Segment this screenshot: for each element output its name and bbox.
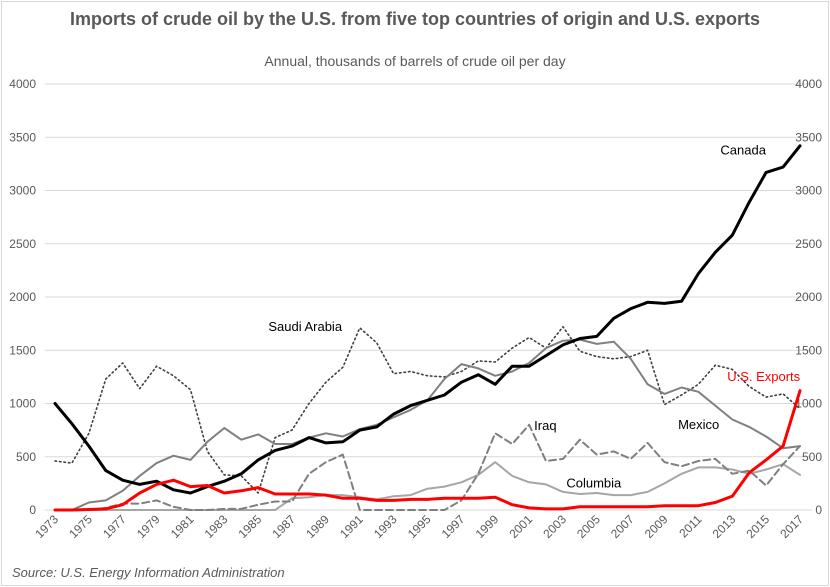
series-label-iraq: Iraq	[534, 418, 556, 433]
series-lines	[53, 144, 802, 512]
y-axis-right: 0 500 1000 1500 2000 2500 3000 3500 4000	[795, 77, 822, 517]
series-label-u-s-exports: U.S. Exports	[727, 369, 800, 384]
y-tick-label-right: 2500	[795, 237, 822, 251]
y-tick-label-right: 0	[815, 503, 822, 517]
series-line-columbia	[54, 461, 801, 511]
y-tick-label-left: 3000	[9, 184, 36, 198]
series-label-saudi-arabia: Saudi Arabia	[268, 319, 342, 334]
y-tick-label-right: 1500	[795, 343, 822, 357]
x-tick-label: 1991	[337, 512, 366, 541]
series-label-canada: Canada	[720, 142, 766, 157]
y-tick-label-right: 3500	[795, 130, 822, 144]
x-tick-label: 2001	[506, 512, 535, 541]
x-tick-label: 1989	[303, 512, 332, 541]
x-tick-label: 1987	[269, 512, 298, 541]
x-tick-label: 2017	[777, 512, 806, 541]
x-tick-label: 1981	[168, 512, 197, 541]
y-tick-label-right: 2000	[795, 290, 822, 304]
y-tick-label-right: 1000	[795, 397, 822, 411]
x-tick-label: 2009	[642, 512, 671, 541]
y-tick-label-right: 500	[802, 450, 822, 464]
series-line-u-s-exports	[53, 389, 802, 512]
y-axis-left: 0 500 1000 1500 2000 2500 3000 3500 4000	[9, 77, 36, 517]
series-label-mexico: Mexico	[678, 417, 719, 432]
y-tick-label-right: 4000	[795, 77, 822, 91]
y-tick-label-left: 2000	[9, 290, 36, 304]
series-line-canada	[53, 144, 802, 495]
x-tick-label: 2007	[608, 512, 637, 541]
y-tick-label-left: 3500	[9, 130, 36, 144]
x-tick-label: 1979	[134, 512, 163, 541]
x-tick-label: 1983	[202, 512, 231, 541]
y-tick-label-right: 3000	[795, 184, 822, 198]
y-tick-label-left: 2500	[9, 237, 36, 251]
y-tick-label-left: 1500	[9, 343, 36, 357]
chart-subtitle: Annual, thousands of barrels of crude oi…	[264, 53, 566, 69]
x-tick-label: 1975	[66, 512, 95, 541]
y-tick-label-left: 0	[29, 503, 36, 517]
x-axis: 1973 1975 1977 1979 1981 1983 1985 1987 1989 1991…	[32, 512, 806, 541]
y-tick-label-left: 500	[16, 450, 36, 464]
series-label-columbia: Columbia	[566, 476, 622, 491]
series-line-iraq	[54, 423, 801, 511]
y-tick-label-left: 1000	[9, 397, 36, 411]
x-tick-label: 1995	[405, 512, 434, 541]
x-tick-label: 1973	[32, 512, 61, 541]
x-tick-label: 2005	[574, 512, 603, 541]
series-line-saudi-arabia	[54, 325, 801, 494]
y-tick-label-left: 4000	[9, 77, 36, 91]
x-tick-label: 1993	[371, 512, 400, 541]
x-tick-label: 1997	[439, 512, 468, 541]
series-labels: Canada Mexico Saudi Arabia Iraq Columbia U.S.…	[268, 142, 800, 490]
x-tick-label: 1977	[100, 512, 129, 541]
x-tick-label: 1985	[236, 512, 265, 541]
chart-title: Imports of crude oil by the U.S. from fi…	[69, 9, 761, 29]
source-note: Source: U.S. Energy Information Administ…	[12, 565, 285, 580]
gridlines	[45, 83, 812, 511]
x-tick-label: 2013	[710, 512, 739, 541]
x-tick-label: 2015	[743, 512, 772, 541]
x-tick-label: 2011	[676, 512, 704, 540]
x-tick-label: 2003	[540, 512, 569, 541]
x-tick-label: 1999	[473, 512, 502, 541]
